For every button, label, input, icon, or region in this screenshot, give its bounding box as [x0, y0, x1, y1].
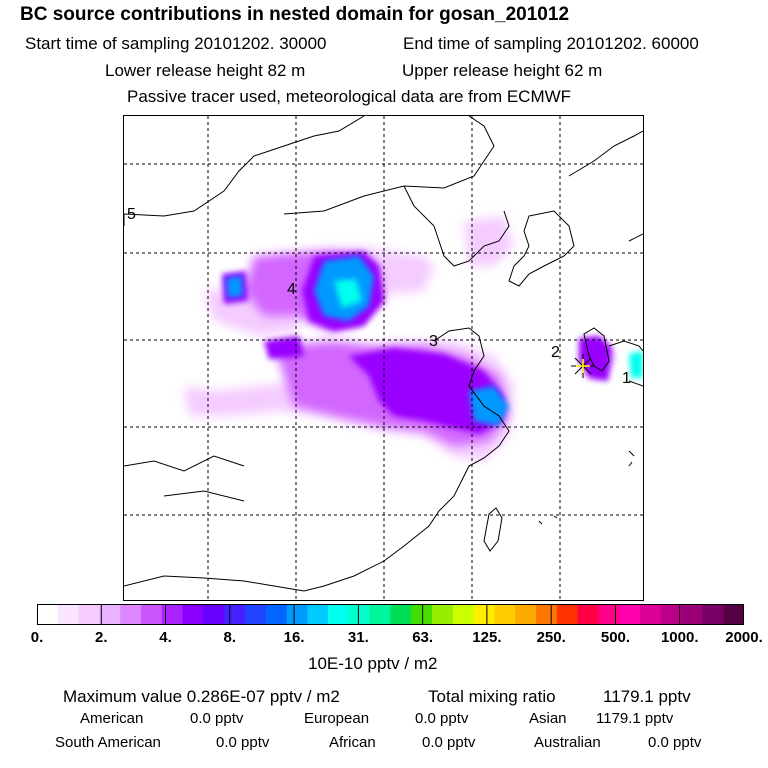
colorbar-cell	[328, 604, 350, 625]
colorbar-tick-label: 2000.	[725, 629, 763, 646]
end-time-label: End time of sampling 20101202. 60000	[403, 34, 699, 53]
map-svg: 5 4 3 2 1	[123, 115, 644, 600]
colorbar-cell	[37, 604, 59, 625]
region-value-african: 0.0 pptv	[422, 734, 476, 751]
lower-release-label: Lower release height 82 m	[105, 61, 306, 80]
region-labels: 5 4 3 2 1	[127, 206, 631, 387]
colorbar-cell	[681, 604, 704, 625]
colorbar-cell	[432, 604, 454, 625]
colorbar-cell	[286, 604, 308, 625]
map-panel: 5 4 3 2 1	[123, 115, 644, 601]
colorbar-tick-label: 2.	[95, 629, 108, 646]
region-label-3: 3	[429, 333, 438, 350]
region-label-5: 5	[127, 206, 136, 223]
region-label-4: 4	[287, 281, 296, 298]
colorbar-cell	[140, 604, 163, 625]
colorbar-cell	[515, 604, 537, 625]
region-label-1: 1	[622, 370, 631, 387]
region-name-european: European	[304, 710, 370, 727]
colorbar-cell	[556, 604, 579, 625]
colorbar-cell	[265, 604, 288, 625]
plume	[184, 216, 643, 461]
region-label-2: 2	[551, 344, 560, 361]
colorbar-tick-label: 0.	[30, 629, 44, 646]
colorbar-cell	[536, 604, 558, 625]
total-mixing-label: Total mixing ratio	[428, 687, 556, 706]
total-mixing-value: 1179.1 pptv	[603, 687, 691, 706]
region-value-south-american: 0.0 pptv	[216, 734, 270, 751]
colorbar-cell	[182, 604, 204, 625]
region-name-african: African	[329, 734, 376, 751]
figure-title: BC source contributions in nested domain…	[20, 4, 570, 25]
region-value-american: 0.0 pptv	[190, 710, 244, 727]
colorbar-tick-label: 500.	[600, 629, 631, 646]
colorbar-tick-label: 4.	[159, 629, 172, 646]
colorbar-cell	[99, 604, 121, 625]
region-name-asian: Asian	[529, 710, 567, 727]
colorbar-tick-label: 8.	[223, 629, 237, 646]
region-name-south-american: South American	[55, 734, 161, 751]
start-time-label: Start time of sampling 20101202. 30000	[25, 34, 327, 53]
colorbar-cell	[702, 604, 724, 625]
colorbar-cell	[473, 604, 496, 625]
region-name-american: American	[80, 710, 144, 727]
region-value-asian: 1179.1 pptv	[596, 710, 674, 727]
colorbar-cell	[307, 604, 329, 625]
colorbar-cell	[494, 604, 516, 625]
colorbar-tick-label: 125.	[472, 629, 502, 646]
colorbar-tick-label: 63.	[412, 629, 434, 646]
colorbar-cell	[660, 604, 683, 625]
tracer-note: Passive tracer used, meteorological data…	[127, 87, 572, 106]
colorbar-tick-label: 31.	[347, 629, 369, 646]
colorbar-cell	[203, 604, 225, 625]
colorbar-tick-label: 1000.	[660, 629, 699, 646]
maximum-value: Maximum value 0.286E-07 pptv / m2	[63, 687, 340, 706]
colorbar-cell	[619, 604, 641, 625]
region-name-australian: Australian	[534, 734, 601, 751]
colorbar-cell	[224, 604, 246, 625]
colorbar-cell	[78, 604, 100, 625]
colorbar-cell	[369, 604, 392, 625]
region-value-australian: 0.0 pptv	[648, 734, 702, 751]
receptor-highlight	[576, 359, 590, 373]
colorbar-cell	[57, 604, 80, 625]
colorbar-cell	[411, 604, 433, 625]
upper-release-label: Upper release height 62 m	[402, 61, 603, 80]
colorbar-cell	[452, 604, 475, 625]
colorbar-cell	[598, 604, 620, 625]
region-value-european: 0.0 pptv	[415, 710, 469, 727]
graticule	[124, 116, 643, 600]
colorbar-units: 10E-10 pptv / m2	[308, 654, 438, 673]
colorbar-cell	[577, 604, 600, 625]
colorbar-cell	[390, 604, 412, 625]
colorbar-tick-label: 16.	[283, 629, 305, 646]
colorbar-cell	[120, 604, 142, 625]
colorbar-cell	[348, 604, 371, 625]
colorbar-cell	[244, 604, 267, 625]
colorbar-tick-label: 250.	[536, 629, 566, 646]
colorbar	[37, 604, 744, 625]
colorbar-cell	[723, 604, 744, 625]
colorbar-cell	[161, 604, 184, 625]
colorbar-cell	[640, 604, 662, 625]
